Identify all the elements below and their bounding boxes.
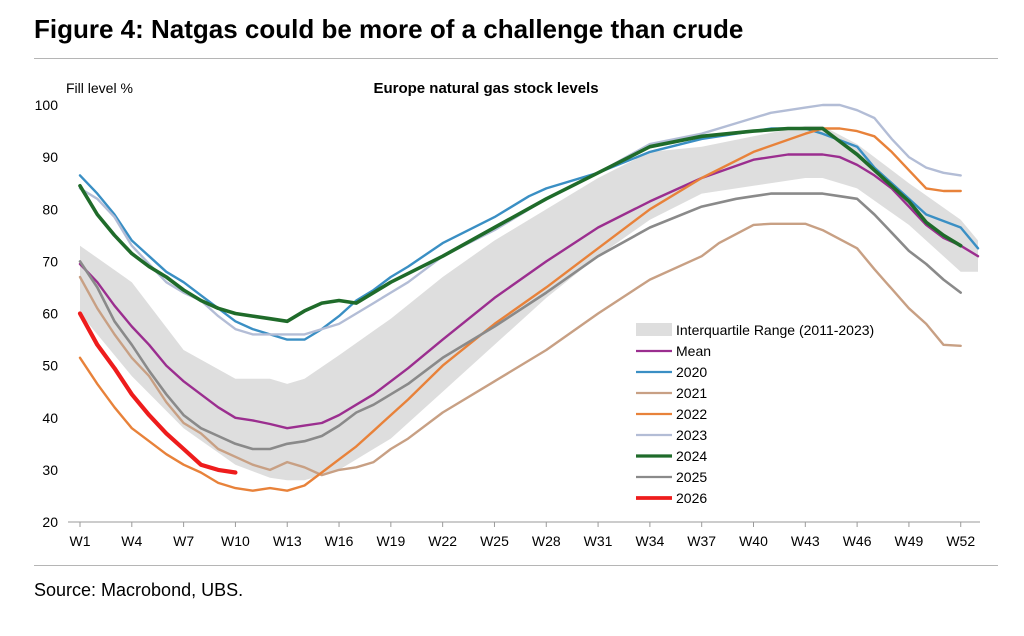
y-axis-ticks: 20 30 40 50 60 70 80 90 100 [35, 97, 59, 530]
source-note: Source: Macrobond, UBS. [34, 580, 244, 600]
series-line-2025 [78, 192, 963, 451]
series-line-2021 [78, 222, 962, 477]
x-tick-label: W22 [428, 533, 457, 549]
legend-swatch-band [636, 323, 672, 336]
y-tick-label: 100 [35, 97, 59, 113]
series-line-2022 [78, 127, 962, 492]
y-tick-label: 70 [42, 253, 58, 269]
y-tick-label: 90 [42, 149, 58, 165]
x-tick-label: W52 [946, 533, 975, 549]
x-tick-label: W49 [895, 533, 924, 549]
series-line-2023 [78, 103, 962, 336]
x-tick-label: W4 [121, 533, 142, 549]
x-tick-label: W40 [739, 533, 768, 549]
y-tick-label: 60 [42, 306, 58, 322]
x-tick-label: W46 [843, 533, 872, 549]
x-tick-label: W34 [635, 533, 664, 549]
legend-label-band: Interquartile Range (2011-2023) [676, 322, 874, 338]
x-tick-label: W19 [376, 533, 405, 549]
legend-label-2024: 2024 [676, 448, 707, 464]
legend-label-2021: 2021 [676, 385, 707, 401]
top-divider [34, 58, 998, 59]
legend-label-2020: 2020 [676, 364, 707, 380]
x-tick-label: W13 [273, 533, 302, 549]
legend-label-2023: 2023 [676, 427, 707, 443]
x-tick-label: W25 [480, 533, 509, 549]
series-line-mean [78, 153, 980, 430]
series-lines [77, 103, 980, 492]
y-axis-label: Fill level % [66, 80, 133, 96]
legend-label-mean: Mean [676, 343, 711, 359]
chart: Europe natural gas stock levels Fill lev… [35, 80, 980, 549]
x-tick-label: W31 [584, 533, 613, 549]
y-tick-label: 50 [42, 358, 58, 374]
series-line-2020 [78, 127, 980, 341]
x-tick-label: W28 [532, 533, 561, 549]
figure-title: Figure 4: Natgas could be more of a chal… [34, 14, 744, 44]
x-tick-label: W16 [325, 533, 354, 549]
x-tick-label: W1 [70, 533, 91, 549]
legend-label-2025: 2025 [676, 469, 707, 485]
y-tick-label: 80 [42, 201, 58, 217]
bottom-divider [34, 565, 998, 566]
series-line-2024 [78, 126, 963, 324]
x-tick-label: W7 [173, 533, 194, 549]
y-tick-label: 40 [42, 410, 58, 426]
chart-title: Europe natural gas stock levels [373, 80, 598, 97]
x-tick-label: W10 [221, 533, 250, 549]
y-tick-label: 30 [42, 462, 58, 478]
legend-label-2022: 2022 [676, 406, 707, 422]
legend: Interquartile Range (2011-2023) Mean 2020 2… [636, 322, 874, 506]
x-axis-ticks: W1 W4 W7 W10 W13 W16 W19 W22 W25 W28 W31 W34 W37 W40 W… [70, 522, 975, 549]
legend-label-2026: 2026 [676, 490, 707, 506]
y-tick-label: 20 [42, 514, 58, 530]
x-tick-label: W43 [791, 533, 820, 549]
series-line-2026 [77, 311, 238, 475]
x-tick-label: W37 [687, 533, 716, 549]
